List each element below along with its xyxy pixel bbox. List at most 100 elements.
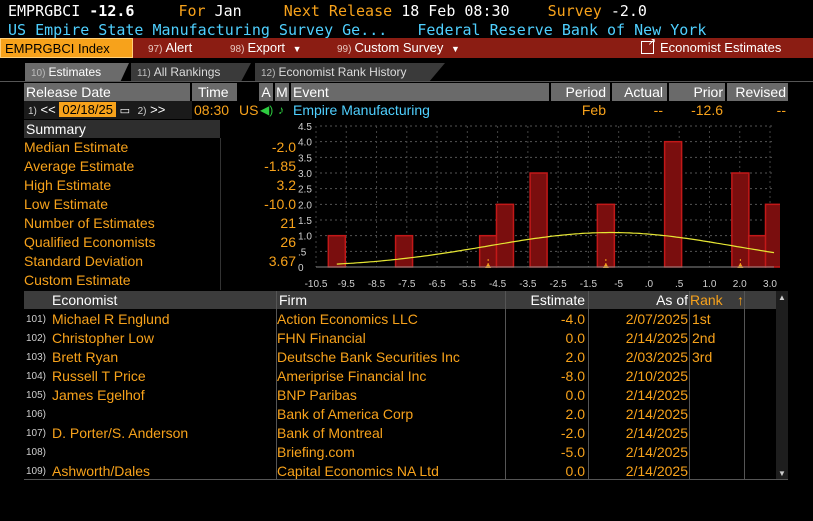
col-divider	[505, 291, 506, 480]
security-source: Federal Reserve Bank of New York	[417, 21, 707, 39]
y-tick-label: 3.0	[298, 169, 312, 180]
y-tick-label: 3.5	[298, 153, 312, 164]
summary-row: Number of Estimates 21	[24, 215, 296, 231]
next-release-button[interactable]: 2) >>	[137, 102, 166, 117]
index-button[interactable]: EMPRGBCI Index	[0, 38, 133, 58]
x-tick-label: -4.5	[489, 279, 507, 290]
for-label: For	[178, 2, 206, 20]
tab-economist-rank-history[interactable]: 12) Economist Rank History	[255, 63, 445, 81]
y-tick-label: 1.5	[298, 216, 312, 227]
table-row[interactable]: 107) D. Porter/S. Anderson Bank of Montrea…	[24, 424, 776, 443]
tab-estimates[interactable]: 10) Estimates	[25, 63, 129, 81]
custom-estimate-row[interactable]: Custom Estimate	[24, 272, 131, 288]
economist-name: Brett Ryan	[52, 349, 119, 365]
chevron-down-icon: ▼	[292, 44, 302, 54]
histogram-bar	[663, 140, 683, 268]
table-row[interactable]: 109) Ashworth/Dales Capital Economics NA L…	[24, 462, 776, 481]
alert-button[interactable]: 97) Alert	[148, 40, 193, 55]
row-number: 109)	[26, 466, 47, 477]
custom-survey-button[interactable]: 99) Custom Survey ▼	[337, 40, 460, 55]
table-row[interactable]: 104) Russell T Price Ameriprise Financial …	[24, 367, 776, 386]
x-tick-label: 1.0	[703, 279, 717, 290]
rank-col-header[interactable]: Rank	[690, 292, 723, 308]
event-name[interactable]: Empire Manufacturing	[293, 102, 430, 118]
asof-date: 2/14/2025	[625, 387, 688, 403]
table-row[interactable]: 106) Bank of America Corp 2.0 2/14/2025	[24, 405, 776, 424]
histogram-bar	[394, 234, 414, 268]
firm-name: Bank of America Corp	[277, 406, 414, 422]
table-scrollbar[interactable]: ▲ ▼	[776, 291, 788, 480]
economist-col-header[interactable]: Economist	[52, 292, 118, 308]
table-row[interactable]: 103) Brett Ryan Deutsche Bank Securities I…	[24, 348, 776, 367]
bell-icon[interactable]: ♪	[278, 103, 284, 117]
economist-estimates-button[interactable]: ↗ Economist Estimates	[641, 38, 781, 58]
security-header: EMPRGBCI -12.6 For Jan Next Release 18 F…	[8, 2, 647, 21]
prior-header: Prior	[669, 83, 725, 101]
row-number: 108)	[26, 447, 47, 458]
economist-name: Ashworth/Dales	[52, 463, 151, 479]
row-number: 107)	[26, 428, 47, 439]
prior-value: -12.6	[691, 102, 723, 118]
actual-header: Actual	[612, 83, 667, 101]
tab-all-rankings[interactable]: 11) All Rankings	[131, 63, 251, 81]
survey-value: -2.0	[610, 2, 647, 20]
row-number: 104)	[26, 371, 47, 382]
tab-divider	[0, 81, 813, 82]
firm-col-header[interactable]: Firm	[279, 292, 307, 308]
release-country: US	[239, 102, 259, 118]
asof-date: 2/14/2025	[625, 330, 688, 346]
x-tick-label: -3.5	[519, 279, 537, 290]
survey-label: Survey	[547, 2, 602, 20]
histogram-bar	[764, 203, 780, 268]
ticker: EMPRGBCI	[8, 2, 81, 20]
calendar-icon[interactable]: ▭	[119, 105, 130, 117]
histogram-bar	[495, 203, 515, 268]
asof-date: 2/14/2025	[625, 463, 688, 479]
table-bottom-border	[24, 479, 788, 480]
firm-name: Briefing.com	[277, 444, 355, 460]
summary-title: Summary	[24, 120, 220, 138]
table-row[interactable]: 108) Briefing.com -5.0 2/14/2025	[24, 443, 776, 462]
scroll-up-icon[interactable]: ▲	[778, 293, 786, 302]
estimate-value: -8.0	[560, 368, 585, 384]
time-header: Time	[192, 83, 237, 101]
firm-name: FHN Financial	[277, 330, 366, 346]
release-date-input[interactable]: 02/18/25	[59, 102, 116, 117]
table-row[interactable]: 102) Christopher Low FHN Financial 0.0 2/14/…	[24, 329, 776, 348]
x-tick-label: .0	[645, 279, 654, 290]
asof-date: 2/14/2025	[625, 406, 688, 422]
y-tick-label: 4.0	[298, 138, 312, 149]
toolbar: EMPRGBCI Index 97) Alert 98) Export ▼ 99) C…	[0, 38, 813, 58]
economist-name: Michael R Englund	[52, 311, 170, 327]
next-release-label: Next Release	[283, 2, 393, 20]
estimate-value: 0.0	[565, 463, 585, 479]
external-link-icon: ↗	[641, 38, 656, 54]
speaker-icon[interactable]: ◀)	[260, 103, 274, 117]
table-row[interactable]: 105) James Egelhof BNP Paribas 0.0 2/14/2025	[24, 386, 776, 405]
estimate-value: 0.0	[565, 330, 585, 346]
table-row[interactable]: 101) Michael R Englund Action Economics LL…	[24, 310, 776, 329]
x-tick-label: -6.5	[428, 279, 446, 290]
x-tick-label: -10.5	[305, 279, 328, 290]
period-value: Feb	[581, 102, 606, 118]
economist-name: James Egelhof	[52, 387, 145, 403]
next-release-value: 18 Feb 08:30	[401, 2, 510, 20]
asof-col-header[interactable]: As of	[656, 292, 688, 308]
y-tick-label: 2.5	[298, 185, 312, 196]
release-date-header: Release Date	[24, 83, 190, 101]
scroll-down-icon[interactable]: ▼	[778, 469, 786, 478]
export-button[interactable]: 98) Export ▼	[230, 40, 302, 55]
estimate-value: -5.0	[560, 444, 585, 460]
y-tick-label: .5	[298, 247, 307, 258]
summary-row: Low Estimate -10.0	[24, 196, 296, 212]
prev-release-button[interactable]: 1) <<	[28, 102, 56, 117]
revised-value: --	[776, 102, 786, 118]
estimate-col-header[interactable]: Estimate	[530, 292, 585, 308]
for-value: Jan	[214, 2, 242, 20]
asof-date: 2/07/2025	[625, 311, 688, 327]
histogram-bar	[731, 172, 750, 268]
row-number: 106)	[26, 409, 47, 420]
estimate-value: -2.0	[560, 425, 585, 441]
event-header: Event	[291, 83, 549, 101]
sort-ascending-icon[interactable]: ↑	[737, 292, 744, 308]
